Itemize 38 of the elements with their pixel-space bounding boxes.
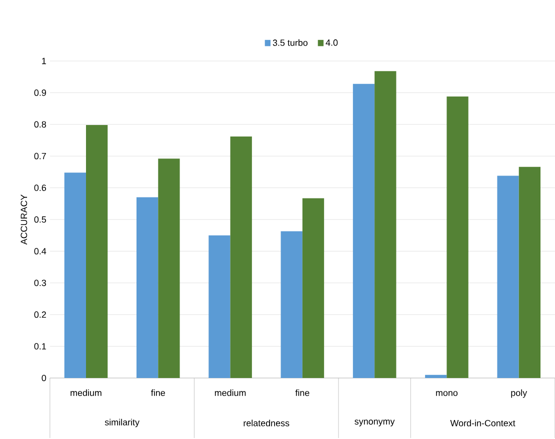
bar [86,125,108,378]
x-tick-label: poly [511,389,528,398]
bar [302,198,324,378]
text: Word-in-Context [450,420,516,426]
y-tick-label: 0.2 [34,311,46,318]
y-tick-label: 0.5 [34,216,46,223]
bar [374,71,396,378]
y-tick-label: 0.1 [34,343,46,350]
bar [446,96,468,378]
y-tick-label: 0.7 [34,152,46,160]
x-tick-label: medium [70,389,102,396]
y-axis-title: ACCURACY [20,194,28,245]
bar [425,374,447,378]
text: similarity [104,418,140,428]
legend-label: 3.5 turbo [272,39,308,46]
bar [497,176,519,378]
bar [208,235,230,378]
y-tick-label: 0.8 [34,121,46,128]
y-tick-label: 0.6 [34,184,46,191]
x-tick-label: mono [436,391,458,396]
x-tick-label: medium [214,389,246,396]
bar [280,231,302,378]
y-tick-label: 0.9 [34,90,46,96]
y-tick-label: 0.4 [34,248,46,254]
text: synonymy [354,420,395,426]
legend-label: 4.0 [326,39,338,46]
bar [518,166,540,378]
bar [136,197,158,378]
x-tick-label: fine [151,389,165,396]
text: relatedness [244,420,290,426]
y-tick-label: 0 [42,374,46,382]
bar [64,172,86,378]
x-tick-label: fine [295,389,310,396]
y-tick-label: 0.3 [34,280,46,286]
bar [158,158,180,378]
bar [352,84,375,378]
y-tick-label: 1 [42,58,46,64]
bar [230,136,252,378]
